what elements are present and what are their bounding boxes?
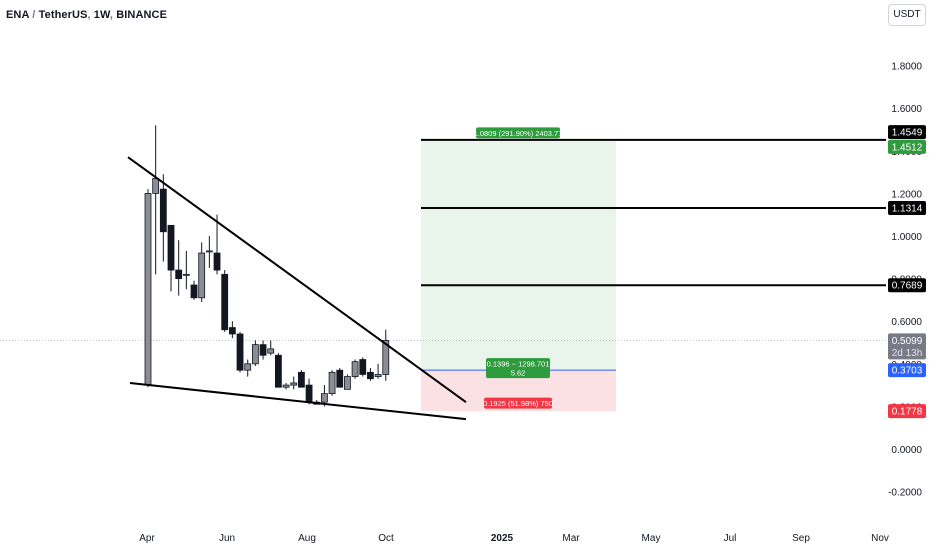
bearish-candle — [305, 384, 313, 403]
quote-name: TetherUS — [38, 9, 88, 21]
candles — [144, 125, 390, 407]
bearish-candle — [336, 369, 344, 388]
time-tick-label: May — [642, 533, 661, 544]
bullish-candle — [152, 178, 160, 194]
bearish-candle — [213, 252, 221, 271]
price-tag-value: 1.4512 — [892, 142, 923, 153]
time-axis: Apr Jun Aug Oct 2025 Mar May Jul Sep Nov — [139, 533, 889, 544]
bullish-candle — [321, 393, 328, 403]
bullish-candle — [290, 382, 298, 386]
price-tick-label: 1.6000 — [891, 104, 922, 115]
symbol-name: ENA — [6, 9, 30, 21]
price-tag-black — [888, 201, 926, 216]
position-zones — [0, 139, 886, 412]
currency-button[interactable]: USDT — [888, 4, 926, 26]
time-tick-label: Oct — [378, 533, 394, 544]
price-tag-countdown: 2d 13h — [892, 348, 923, 359]
price-tag-value: 0.1778 — [892, 407, 923, 418]
target-stats-label: 1.0809 (291.90%) 2403.77 — [474, 129, 563, 138]
bearish-candle — [259, 344, 267, 356]
price-labels: 1.0809 (291.90%) 2403.77 0.1396 − 1298.70… — [474, 125, 926, 419]
bearish-candle — [367, 371, 374, 380]
price-tag-red — [888, 404, 926, 419]
bullish-candle — [182, 273, 190, 276]
exchange-label: BINANCE — [116, 9, 168, 21]
upper-trendline — [127, 156, 467, 403]
bullish-candle — [282, 384, 290, 388]
price-tick-label: 0.6000 — [891, 317, 922, 328]
bullish-candle — [382, 339, 390, 375]
interval-label[interactable]: 1W — [93, 9, 110, 21]
time-tick-label: Mar — [562, 533, 580, 544]
stop-stats-label: 0.1925 (51.98%) 750 — [483, 399, 553, 408]
bullish-candle — [267, 348, 275, 354]
price-tag-value: 1.1314 — [892, 204, 923, 215]
bearish-candle — [297, 371, 305, 388]
target-stats-label-bg — [476, 127, 560, 139]
price-tag-gray — [888, 333, 926, 360]
price-tag-value: 0.7689 — [892, 281, 923, 292]
bearish-candle — [159, 188, 167, 233]
profit-zone — [421, 139, 616, 371]
risk-reward-label-bg — [486, 358, 550, 379]
price-tick-label: 1.2000 — [891, 189, 922, 200]
price-tick-label: -0.2000 — [888, 488, 922, 499]
symbol-title[interactable]: ENA / TetherUS, 1W, BINANCE — [6, 9, 168, 21]
price-tag-green — [888, 139, 926, 154]
bullish-candle — [144, 192, 152, 386]
bullish-candle — [351, 361, 359, 377]
price-tag-black — [888, 125, 926, 140]
price-tag-value: 0.5099 — [892, 336, 923, 347]
time-tick-label: Jun — [219, 533, 235, 544]
bullish-candle — [328, 371, 336, 395]
price-tag-blue — [888, 363, 926, 378]
stop-stats-label-bg — [484, 397, 552, 409]
bullish-candle — [344, 376, 351, 390]
bearish-candle — [228, 327, 236, 335]
bearish-candle — [175, 269, 183, 279]
bearish-candle — [274, 354, 282, 388]
risk-reward-label: 5.62 — [511, 369, 526, 378]
risk-reward-label: 0.1396 − 1298.701 — [487, 360, 550, 369]
time-tick-label: Sep — [792, 533, 810, 544]
bearish-candle — [167, 224, 175, 271]
bullish-candle — [205, 250, 213, 253]
time-tick-label: Aug — [298, 533, 316, 544]
bullish-candle — [251, 344, 259, 365]
price-tag-black — [888, 278, 926, 293]
price-tick-label: 0.0000 — [891, 445, 922, 456]
price-tag-value: 0.3703 — [892, 366, 923, 377]
bearish-candle — [359, 359, 367, 375]
time-tick-label: Nov — [871, 533, 889, 544]
price-tick-label: 1.8000 — [891, 62, 922, 73]
time-tick-label: Jul — [724, 533, 737, 544]
bullish-candle — [374, 374, 382, 377]
bullish-candle — [198, 252, 206, 299]
bullish-candle — [244, 363, 252, 371]
lower-trendline — [129, 381, 467, 421]
drawing-lines — [127, 138, 886, 421]
bearish-candle — [190, 284, 198, 299]
time-tick-label: Apr — [139, 533, 155, 544]
price-tag-value: 1.4549 — [892, 128, 923, 139]
time-tick-label: 2025 — [491, 533, 514, 544]
price-tick-label: 1.0000 — [891, 232, 922, 243]
bearish-candle — [221, 273, 229, 331]
bearish-candle — [236, 333, 244, 371]
